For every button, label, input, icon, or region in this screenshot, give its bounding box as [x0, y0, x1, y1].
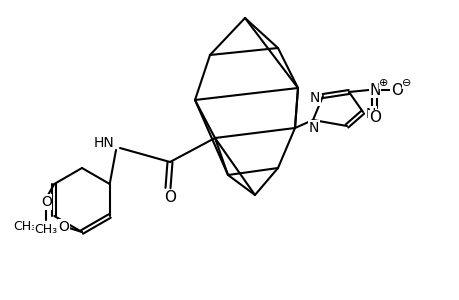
Text: ⊖: ⊖ [402, 78, 411, 88]
Text: O: O [58, 220, 69, 234]
Text: N: N [309, 91, 319, 105]
Text: N: N [308, 121, 319, 135]
Text: O: O [164, 190, 176, 206]
Text: O: O [368, 110, 380, 125]
Text: CH₃: CH₃ [13, 220, 36, 233]
Text: ⊕: ⊕ [379, 78, 388, 88]
Text: O: O [41, 195, 51, 209]
Text: CH₃: CH₃ [34, 224, 58, 236]
Text: HN: HN [93, 136, 114, 150]
Text: N: N [365, 107, 375, 121]
Text: O: O [390, 82, 402, 98]
Text: N: N [369, 82, 380, 98]
